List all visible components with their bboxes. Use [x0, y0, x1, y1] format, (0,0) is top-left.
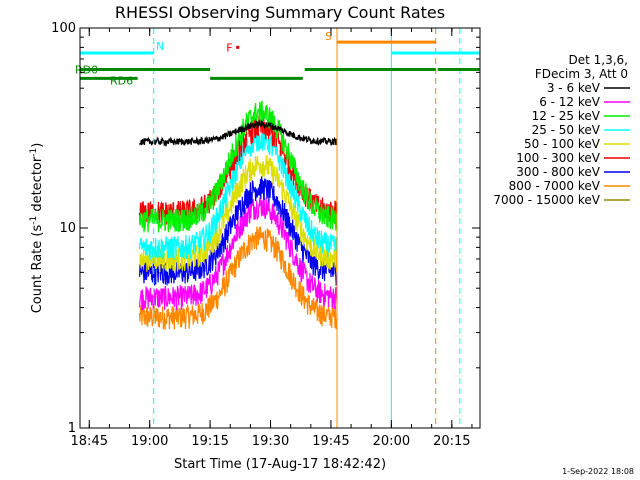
y-axis-label-part1: Count Rate (s — [30, 225, 45, 314]
legend-entry-label: 800 - 7000 keV — [509, 179, 601, 193]
axes-group: 1 10 100 18:45 19:00 19:15 19:30 19:45 20:00 20:1… — [51, 21, 480, 449]
y-tick-label: 100 — [51, 21, 76, 36]
state-bar-label: F — [226, 41, 232, 54]
state-bar-label: N — [156, 40, 164, 53]
series-line — [139, 176, 338, 287]
footer-timestamp: 1-Sep-2022 18:08 — [562, 467, 634, 476]
series-line — [139, 196, 338, 311]
chart-title: RHESSI Observing Summary Count Rates — [115, 3, 445, 22]
y-axis-label-part2: detector — [30, 156, 45, 216]
x-tick-label: 19:15 — [191, 434, 228, 449]
x-tick-label: 19:00 — [131, 434, 168, 449]
state-bar-label: RD0 — [75, 64, 98, 77]
flare-flag-marker — [236, 45, 240, 49]
legend-header-line2: FDecim 3, Att 0 — [535, 67, 628, 81]
x-tick-label: 19:45 — [312, 434, 349, 449]
x-tick-label: 20:15 — [433, 434, 470, 449]
state-bar-label: RD6 — [110, 74, 133, 87]
series-line — [139, 226, 338, 330]
x-axis-label: Start Time (17-Aug-17 18:42:42) — [174, 457, 386, 472]
data-series-group — [139, 100, 338, 330]
legend-entry-label: 3 - 6 keV — [547, 81, 601, 95]
y-tick-label: 10 — [59, 221, 76, 236]
legend-header-line1: Det 1,3,6, — [569, 53, 629, 67]
legend-entry-label: 7000 - 15000 keV — [493, 193, 600, 207]
x-tick-label: 19:30 — [252, 434, 289, 449]
legend-entry-label: 25 - 50 keV — [532, 123, 601, 137]
legend-entry-label: 12 - 25 keV — [532, 109, 601, 123]
y-axis-label-sup2: -1 — [29, 148, 39, 157]
x-tick-label: 20:00 — [373, 434, 410, 449]
y-axis-label: Count Rate (s-1 detector-1) — [29, 143, 45, 314]
y-tick-label: 1 — [68, 421, 76, 436]
series-line — [139, 119, 338, 147]
legend-entry-label: 100 - 300 keV — [516, 151, 600, 165]
state-bar-label: S — [325, 30, 332, 43]
series-line — [139, 100, 338, 233]
legend-entry-label: 300 - 800 keV — [516, 165, 600, 179]
y-axis-label-part3: ) — [30, 143, 45, 148]
x-tick-label: 18:45 — [71, 434, 108, 449]
series-line — [139, 154, 338, 273]
legend-entry-label: 50 - 100 keV — [524, 137, 601, 151]
series-line — [139, 128, 338, 261]
legend-entry-label: 6 - 12 keV — [539, 95, 601, 109]
y-axis-label-sup1: -1 — [29, 216, 39, 225]
